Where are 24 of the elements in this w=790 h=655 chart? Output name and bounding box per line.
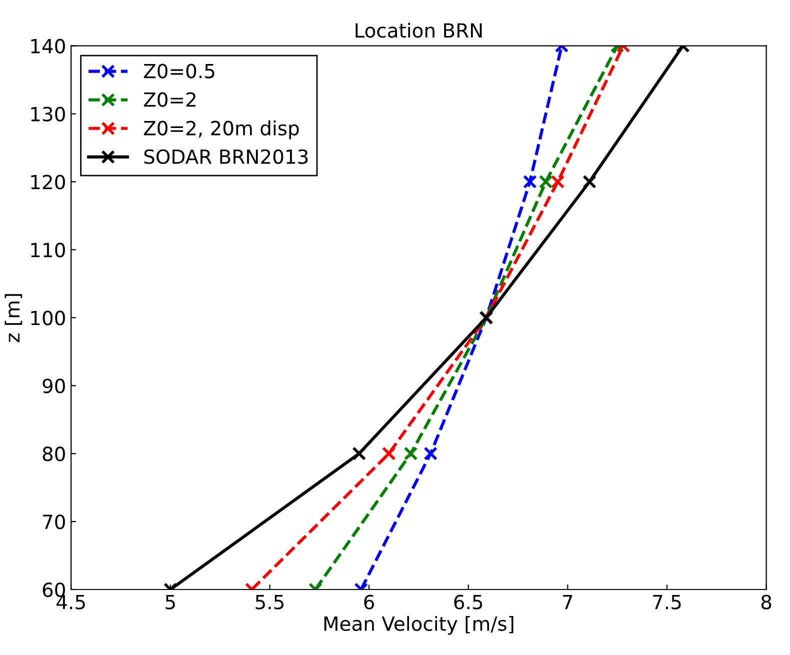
y-tick-label: 130: [31, 106, 65, 122]
y-tick-label: 100: [31, 310, 65, 326]
x-tick-label: 7: [563, 594, 572, 610]
y-tick-label: 140: [31, 38, 65, 54]
x-tick-label: 4.5: [56, 594, 85, 610]
y-tick-label: 110: [31, 242, 65, 258]
y-axis-title: z [m]: [4, 294, 22, 342]
x-tick-label: 6: [364, 594, 374, 610]
x-axis-title: Mean Velocity [m/s]: [324, 616, 514, 635]
legend-label: Z0=2, 20m disp: [144, 120, 299, 140]
y-tick-label: 120: [31, 174, 65, 190]
x-tick-label: 5.5: [256, 594, 284, 610]
chart-title: Location BRN: [356, 22, 482, 38]
x-tick-label: 7.5: [653, 594, 681, 610]
y-tick-label: 90: [42, 378, 65, 394]
legend-label: SODAR BRN2013: [144, 149, 308, 164]
legend-label: Z0=2: [144, 92, 196, 107]
legend-label: Z0=0.5: [144, 64, 214, 78]
x-tick-label: 5: [166, 594, 175, 610]
y-tick-label: 70: [43, 514, 65, 530]
x-tick-label: 6.5: [454, 594, 482, 610]
y-tick-label: 60: [42, 582, 65, 598]
y-tick-label: 80: [42, 446, 65, 462]
x-tick-label: 8: [761, 594, 772, 610]
